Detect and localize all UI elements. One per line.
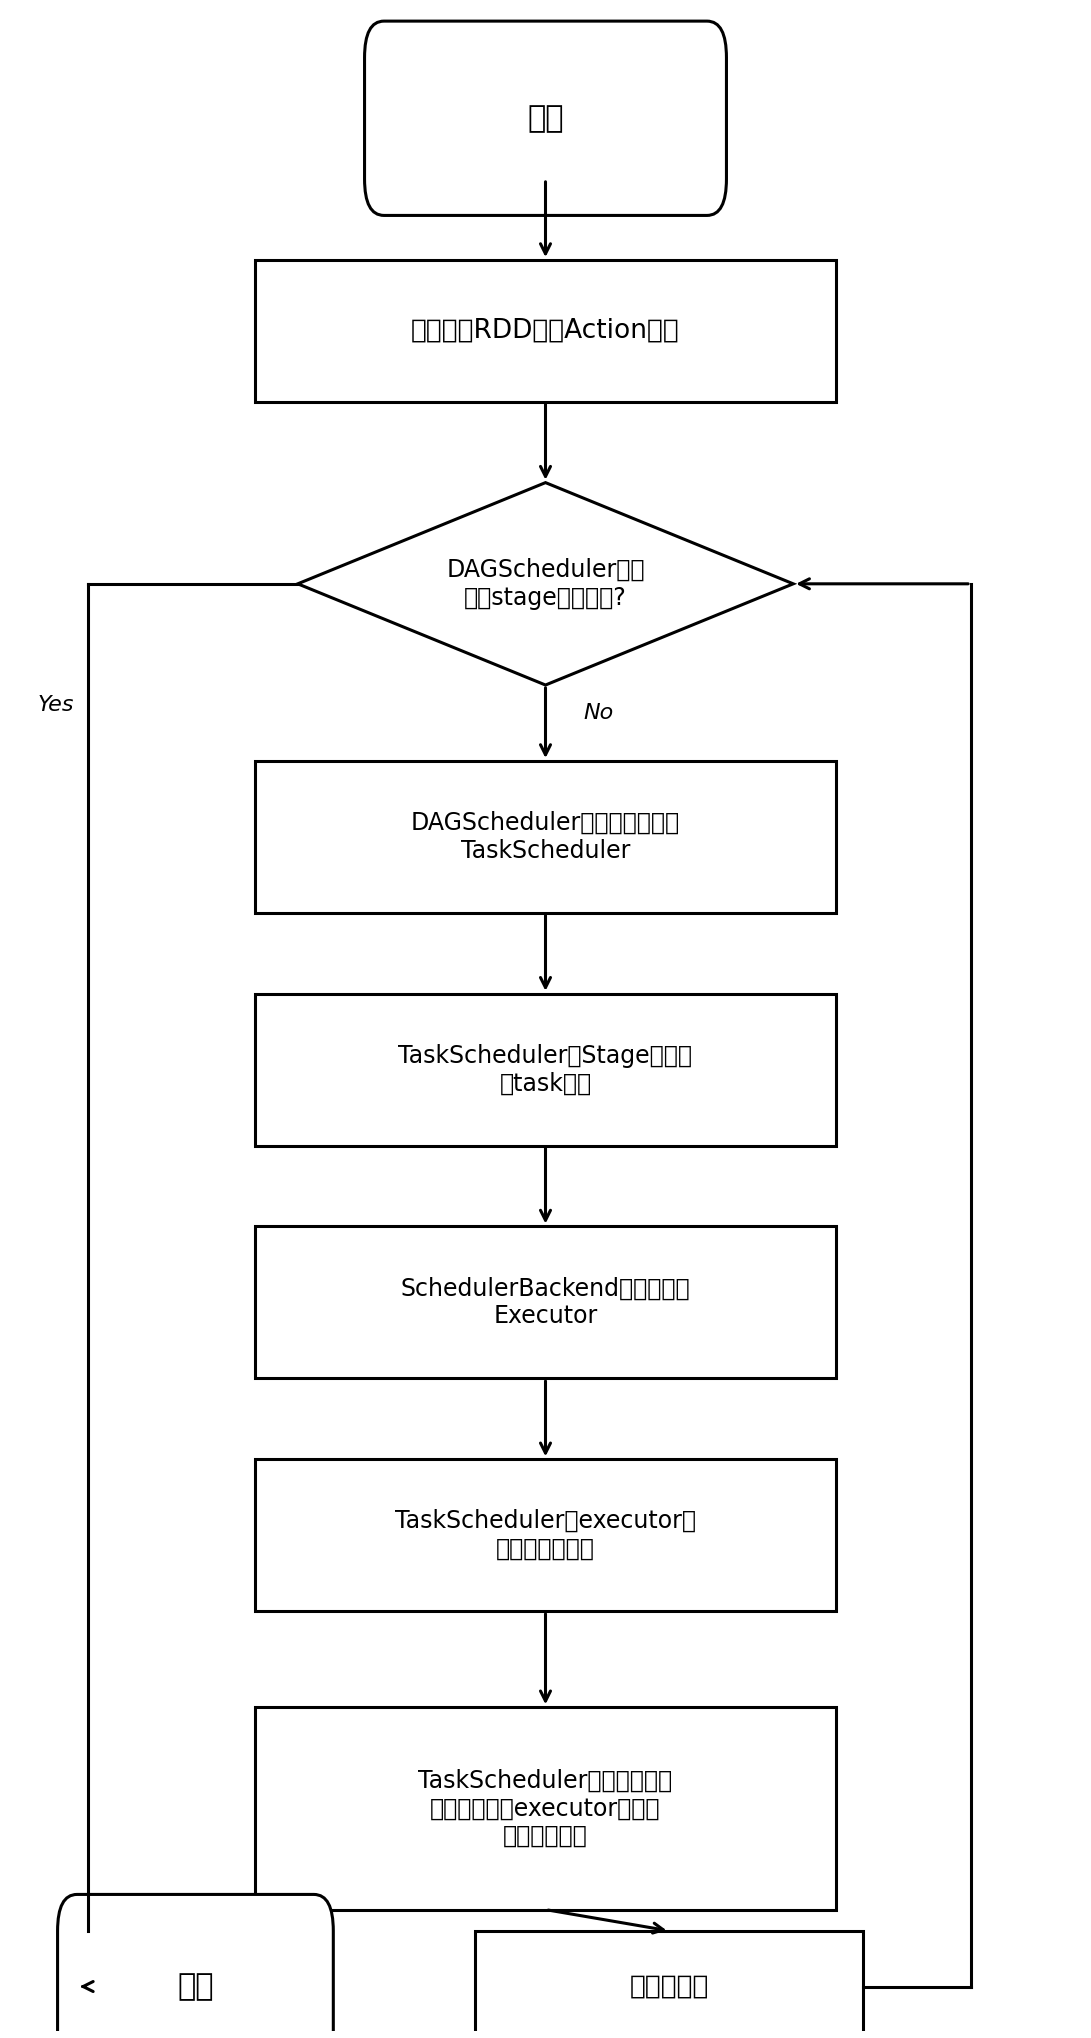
Text: TaskScheduler将executor按
照评价标准排序: TaskScheduler将executor按 照评价标准排序 bbox=[395, 1510, 696, 1561]
Text: Yes: Yes bbox=[37, 695, 74, 715]
Text: 最后一个RDD触发Action操作: 最后一个RDD触发Action操作 bbox=[411, 318, 680, 344]
Bar bbox=[254, 1459, 837, 1612]
Text: SchedulerBackend拿到可用的
Executor: SchedulerBackend拿到可用的 Executor bbox=[400, 1276, 691, 1329]
Bar bbox=[254, 1708, 837, 1910]
Text: 结束: 结束 bbox=[177, 1973, 214, 2001]
Bar bbox=[254, 1227, 837, 1378]
Text: 更新策略表: 更新策略表 bbox=[630, 1973, 709, 1999]
Text: DAGScheduler划分阶段提交给
TaskScheduler: DAGScheduler划分阶段提交给 TaskScheduler bbox=[411, 811, 680, 862]
Text: TaskScheduler尽量将任务分
配到评价好的executor，保证
执行时间均衡: TaskScheduler尽量将任务分 配到评价好的executor，保证 执行… bbox=[419, 1769, 672, 1848]
Polygon shape bbox=[298, 483, 793, 685]
Bar bbox=[254, 760, 837, 913]
Bar bbox=[254, 261, 837, 401]
Bar bbox=[476, 1930, 863, 2038]
Text: No: No bbox=[584, 703, 613, 723]
Bar bbox=[254, 995, 837, 1145]
FancyBboxPatch shape bbox=[58, 1895, 334, 2038]
FancyBboxPatch shape bbox=[364, 20, 727, 216]
Text: 开始: 开始 bbox=[527, 104, 564, 132]
Text: TaskScheduler将Stage集合转
为task集合: TaskScheduler将Stage集合转 为task集合 bbox=[398, 1043, 693, 1096]
Text: DAGScheduler判断
所有stage都已提交?: DAGScheduler判断 所有stage都已提交? bbox=[446, 558, 645, 609]
